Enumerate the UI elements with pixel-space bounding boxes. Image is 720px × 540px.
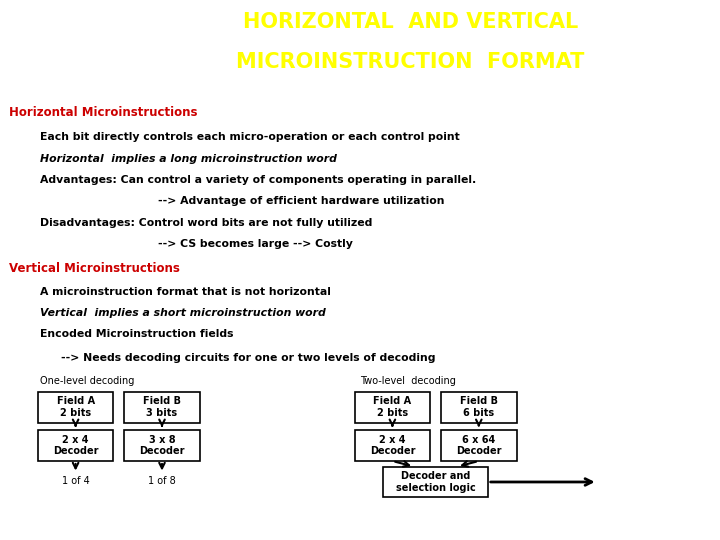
Text: Vertical Microinstructions: Vertical Microinstructions <box>9 262 179 275</box>
FancyBboxPatch shape <box>441 392 517 422</box>
FancyBboxPatch shape <box>37 392 114 422</box>
Text: Decoder and
selection logic: Decoder and selection logic <box>396 471 475 493</box>
Text: Horizontal Microinstructions: Horizontal Microinstructions <box>9 105 197 119</box>
Text: --> Advantage of efficient hardware utilization: --> Advantage of efficient hardware util… <box>158 197 445 206</box>
Text: 3 x 8
Decoder: 3 x 8 Decoder <box>139 435 185 456</box>
Text: 2 x 4
Decoder: 2 x 4 Decoder <box>369 435 415 456</box>
FancyBboxPatch shape <box>125 430 200 461</box>
FancyBboxPatch shape <box>383 467 488 497</box>
Text: --> Needs decoding circuits for one or two levels of decoding: --> Needs decoding circuits for one or t… <box>61 353 436 363</box>
FancyBboxPatch shape <box>441 430 517 461</box>
Text: 2 x 4
Decoder: 2 x 4 Decoder <box>53 435 99 456</box>
Text: Field A
2 bits: Field A 2 bits <box>57 396 94 418</box>
Text: Each bit directly controls each micro-operation or each control point: Each bit directly controls each micro-op… <box>40 132 459 142</box>
Text: One-level decoding: One-level decoding <box>40 376 134 387</box>
Text: Field B
6 bits: Field B 6 bits <box>460 396 498 418</box>
Text: HORIZONTAL  AND VERTICAL: HORIZONTAL AND VERTICAL <box>243 11 578 31</box>
Text: Horizontal  implies a long microinstruction word: Horizontal implies a long microinstructi… <box>40 154 336 164</box>
Text: U2.85: U2.85 <box>683 522 713 530</box>
FancyBboxPatch shape <box>355 430 431 461</box>
Text: Two-level  decoding: Two-level decoding <box>360 376 456 387</box>
Text: --> CS becomes large --> Costly: --> CS becomes large --> Costly <box>158 239 354 249</box>
Text: 1 of 8: 1 of 8 <box>148 476 176 486</box>
Text: ★: ★ <box>40 32 51 45</box>
Text: A microinstruction format that is not horizontal: A microinstruction format that is not ho… <box>40 287 330 296</box>
FancyBboxPatch shape <box>125 392 200 422</box>
FancyBboxPatch shape <box>355 392 431 422</box>
Text: Field A
2 bits: Field A 2 bits <box>374 396 411 418</box>
Text: Encoded Microinstruction fields: Encoded Microinstruction fields <box>40 329 233 340</box>
Text: 1 of 4: 1 of 4 <box>62 476 89 486</box>
Text: Disadvantages: Control word bits are not fully utilized: Disadvantages: Control word bits are not… <box>40 218 372 228</box>
Text: MICROINSTRUCTION  FORMAT: MICROINSTRUCTION FORMAT <box>236 52 585 72</box>
Text: Advantages: Can control a variety of components operating in parallel.: Advantages: Can control a variety of com… <box>40 175 476 185</box>
Text: Field B
3 bits: Field B 3 bits <box>143 396 181 418</box>
Text: © Bharati Vidyapeeth's Institute of Computer Applications and Management, New De: © Bharati Vidyapeeth's Institute of Comp… <box>7 522 441 530</box>
Text: Vertical  implies a short microinstruction word: Vertical implies a short microinstructio… <box>40 308 325 318</box>
FancyBboxPatch shape <box>37 430 114 461</box>
Text: 6 x 64
Decoder: 6 x 64 Decoder <box>456 435 502 456</box>
